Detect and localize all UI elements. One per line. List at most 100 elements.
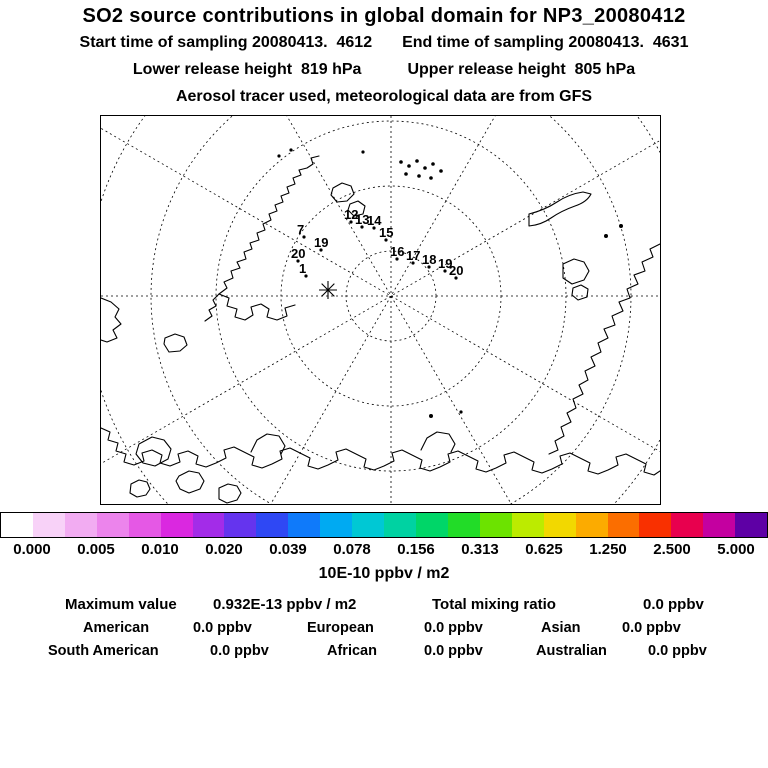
colorbar-ticks: 0.000 0.005 0.010 0.020 0.039 0.078 0.156 0.313… [0,541,768,559]
maximum-value: 0.932E-13 ppbv / m2 [213,596,357,613]
island-arch-2 [175,470,205,494]
region-label-asian: Asian [541,620,581,636]
graticule-group [101,116,660,504]
colorbar-segment [288,513,321,537]
colorbar-segment [128,513,161,537]
colorbar-segment [447,513,480,537]
island-svalbard [330,182,355,203]
colorbar-tick-label: 0.010 [141,541,179,558]
colorbar-tick-label: 0.313 [461,541,499,558]
map-point-label: 19 [438,256,452,271]
map-point-label: 20 [291,246,305,261]
plot-title: SO2 source contributions in global domai… [82,5,686,27]
region-label-australian: Australian [536,643,607,659]
map-point-label: 13 [355,212,369,227]
small-islands [277,148,623,418]
colorbar-segment [384,513,416,537]
map-point-label: 1 [299,261,306,276]
start-time-text: Start time of sampling 20080413. 4612 [79,34,373,51]
map-point-marker [319,248,323,252]
coastline-kola [218,293,296,321]
lower-release-text: Lower release height 819 hPa [132,61,362,78]
colorbar-tick-label: 0.020 [205,541,243,558]
release-marker [319,281,337,299]
total-mixing-value: 0.0 ppbv [643,596,704,613]
map-point-marker [395,257,399,261]
colorbar-segment [352,513,385,537]
colorbar-segment [192,513,225,537]
colorbar-segment [575,513,608,537]
release-heights-line: Lower release height 819 hPa Upper relea… [0,61,768,79]
island-severnaya-zemlya-2 [571,284,589,301]
colorbar-segment [224,513,257,537]
colorbar-segment [64,513,97,537]
map-frame: 7 12 13 14 15 16 17 18 19 20 19 20 1 [100,115,661,505]
colorbar-segment [256,513,289,537]
colorbar-tick-label: 0.625 [525,541,563,558]
map-point-marker [304,274,308,278]
colorbar-segment [1,513,33,537]
colorbar-segment [607,513,640,537]
coastline-taymyr [548,243,660,455]
latitude-circle [150,116,632,504]
colorbar-segment [703,513,736,537]
colorbar-tick-label: 5.000 [717,541,755,558]
colorbar-segment [96,513,129,537]
region-value-south-american: 0.0 ppbv [210,643,269,659]
colorbar-tick-label: 2.500 [653,541,691,558]
colorbar-segment [32,513,65,537]
island-svalbard-2 [347,200,366,217]
total-mixing-label: Total mixing ratio [432,596,556,613]
island-novaya-zemlya [528,191,592,227]
coastline-norway [204,155,320,322]
meridian-line [270,116,496,504]
map-point-marker [384,238,388,242]
tracer-info-text: Aerosol tracer used, meteorological data… [175,88,593,105]
maximum-label: Maximum value [65,596,177,613]
region-value-australian: 0.0 ppbv [648,643,707,659]
colorbar-tick-label: 0.156 [397,541,435,558]
map-point-label: 12 [344,207,358,222]
colorbar-tick-label: 1.250 [589,541,627,558]
colorbar-tick-label: 0.078 [333,541,371,558]
colorbar-units: 10E-10 ppbv / m2 [318,565,450,582]
region-label-american: American [83,620,150,636]
meridian-line [101,127,660,452]
map-point-marker [349,220,353,224]
region-label-african: African [327,643,377,659]
coastlines-group [101,148,660,504]
island-arch-3 [218,483,242,504]
region-value-african: 0.0 ppbv [424,643,483,659]
end-time-text: End time of sampling 20080413. 4631 [402,34,689,51]
map-point-label: 14 [367,213,382,228]
map-point-label: 20 [449,263,463,278]
coastline-bottom [101,427,660,476]
release-marker-line [321,283,335,297]
island-iceland [163,333,188,353]
colorbar-segment [671,513,704,537]
map-point-label: 18 [422,252,436,267]
colorbar-segment [415,513,448,537]
island-severnaya-zemlya [562,258,590,285]
tracer-info-line: Aerosol tracer used, meteorological data… [0,88,768,106]
colorbar-segment [160,513,193,537]
meridian-line [101,140,660,465]
island-arch-4 [129,479,151,498]
region-label-south-american: South American [48,643,159,659]
map-point-marker [302,235,306,239]
colorbar-tick-label: 0.005 [77,541,115,558]
summary-stats-row: Maximum value 0.932E-13 ppbv / m2 Total … [0,596,768,616]
region-label-european: European [307,620,374,636]
region-value-european: 0.0 ppbv [424,620,483,636]
map-point-label: 7 [297,222,304,237]
colorbar-segment [479,513,512,537]
colorbar-segment [511,513,544,537]
island-arch-1 [135,436,172,467]
map-point-marker [372,226,376,230]
map-point-marker [296,259,300,263]
colorbar-segment [543,513,576,537]
region-value-asian: 0.0 ppbv [622,620,681,636]
